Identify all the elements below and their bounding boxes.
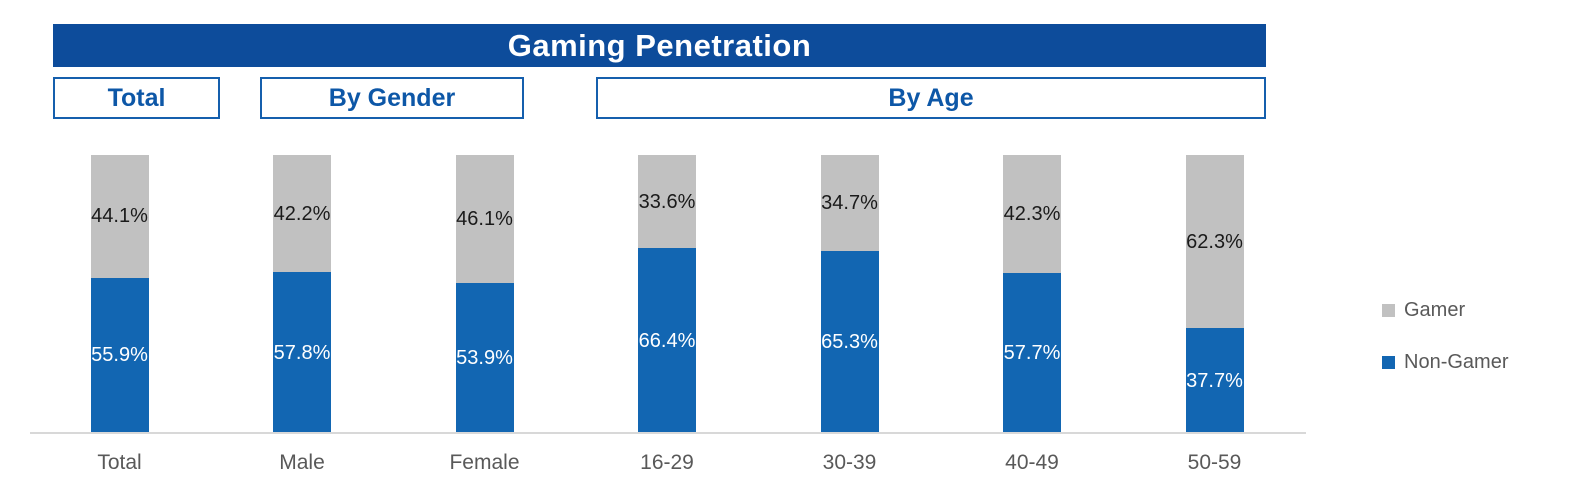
value-label-gamer: 34.7% <box>821 192 878 215</box>
value-label-non-gamer: 53.9% <box>456 347 513 370</box>
value-label-gamer: 44.1% <box>91 205 148 228</box>
value-label-non-gamer: 66.4% <box>638 329 696 352</box>
section-header-by-age: By Age <box>596 77 1266 119</box>
bar-segment-gamer <box>820 155 879 252</box>
non-gamer-swatch-icon <box>1382 356 1395 369</box>
value-label-gamer: 33.6% <box>638 190 696 213</box>
value-label-gamer: 46.1% <box>456 208 513 231</box>
x-axis-category-label: Male <box>279 451 325 474</box>
bar-segment-gamer <box>273 155 331 273</box>
bar-segment-non-gamer <box>638 248 696 433</box>
bar-segment-gamer <box>1003 155 1061 273</box>
section-header-total: Total <box>53 77 220 119</box>
section-header-by-age-label: By Age <box>888 83 974 112</box>
legend-item-non-gamer: Non-Gamer <box>1382 351 1508 374</box>
gamer-swatch-icon <box>1382 304 1395 317</box>
legend-label-non-gamer: Non-Gamer <box>1404 351 1509 373</box>
value-label-gamer: 42.3% <box>1003 202 1061 225</box>
value-label-non-gamer: 37.7% <box>1186 369 1243 392</box>
chart-title-bar: Gaming Penetration <box>53 24 1266 67</box>
value-label-non-gamer: 57.8% <box>273 341 331 364</box>
value-label-non-gamer: 57.7% <box>1003 341 1061 364</box>
x-axis-category-label: 40-49 <box>1005 451 1059 474</box>
legend-label-gamer: Gamer <box>1404 299 1466 321</box>
section-header-total-label: Total <box>107 83 166 112</box>
bar-segment-gamer <box>1185 155 1244 329</box>
x-axis-category-label: 50-59 <box>1187 451 1242 474</box>
x-axis-category-label: 16-29 <box>640 451 694 474</box>
bar-segment-non-gamer <box>90 277 149 433</box>
bar-segment-non-gamer <box>273 272 331 433</box>
x-axis-category-label: Female <box>449 451 520 474</box>
value-label-gamer: 42.2% <box>273 202 331 225</box>
bar-segment-non-gamer <box>1185 328 1244 433</box>
value-label-non-gamer: 55.9% <box>91 344 148 367</box>
chart-title: Gaming Penetration <box>507 27 812 63</box>
value-label-non-gamer: 65.3% <box>821 331 878 354</box>
x-axis-line <box>30 432 1306 434</box>
bar-segment-gamer <box>638 155 696 249</box>
x-axis-category-label: Total <box>97 451 142 474</box>
bar-segment-non-gamer <box>455 283 514 433</box>
bar-segment-gamer <box>90 155 149 278</box>
bar-segment-gamer <box>455 155 514 284</box>
x-axis-category-label: 30-39 <box>822 451 877 474</box>
value-label-gamer: 62.3% <box>1186 230 1243 253</box>
bar-segment-non-gamer <box>1003 272 1061 433</box>
section-header-by-gender: By Gender <box>260 77 524 119</box>
section-header-by-gender-label: By Gender <box>328 83 456 112</box>
legend-item-gamer: Gamer <box>1382 299 1465 322</box>
bar-segment-non-gamer <box>820 251 879 433</box>
